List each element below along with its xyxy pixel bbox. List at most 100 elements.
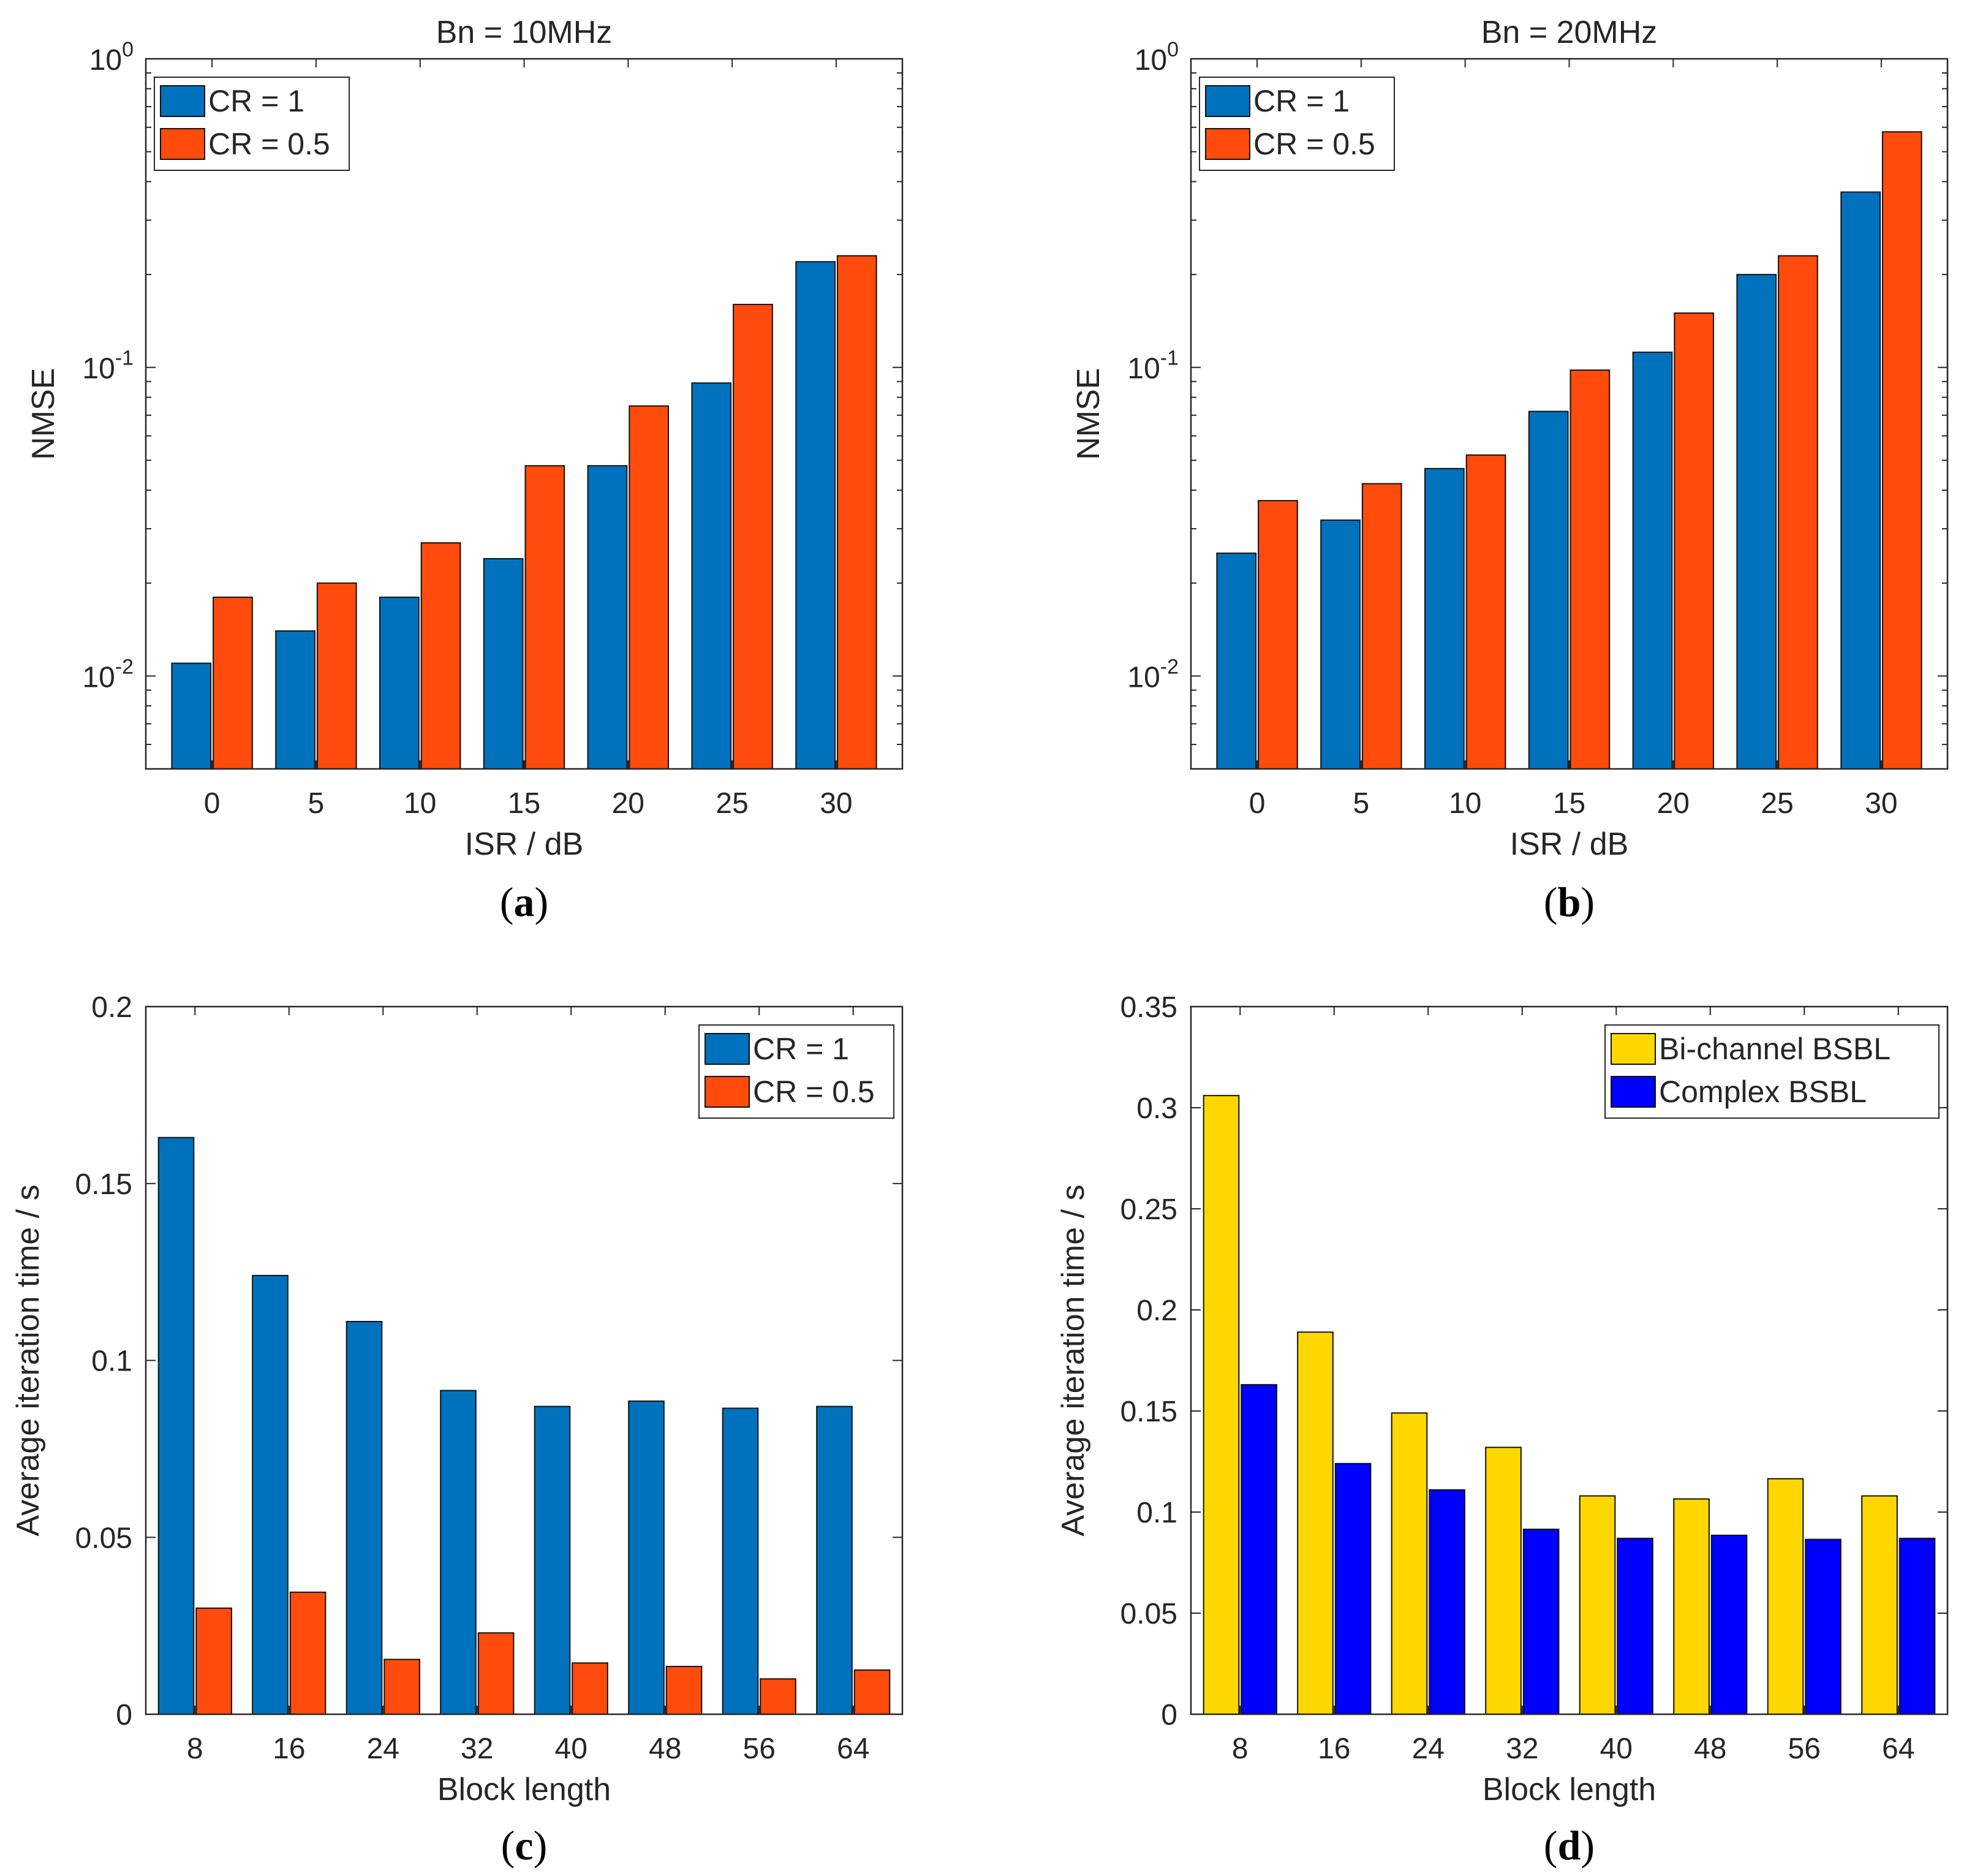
bar-b-s0-15 [1528, 410, 1569, 770]
bar-a-s1-20 [629, 405, 670, 770]
y-axis-label: Average iteration time / s [10, 1184, 46, 1536]
y-tick-label: 10-1 [1127, 347, 1179, 385]
legend-swatch [1205, 128, 1250, 160]
bar-d-s0-16 [1297, 1331, 1334, 1715]
x-tick-label: 5 [1353, 787, 1370, 820]
bar-b-s1-25 [1778, 255, 1818, 770]
x-tick-label: 24 [367, 1733, 399, 1765]
legend-swatch [1205, 85, 1250, 117]
y-axis-label: NMSE [1071, 368, 1106, 460]
y-tick-label: 0.3 [1136, 1092, 1177, 1125]
chart-d: 8 16 24 32 40 48 56 64 0 0.05 0.1 0.15 0.2 0.25 0.3 0.3… [1056, 991, 1949, 1869]
bar-b-s0-5 [1320, 519, 1361, 770]
x-tick-label: 8 [187, 1733, 203, 1765]
plot-area [146, 59, 902, 769]
bar-d-s1-8 [1241, 1384, 1277, 1715]
x-tick-label: 10 [404, 787, 436, 820]
x-tick-label: 56 [743, 1733, 776, 1765]
y-tick-label: 100 [1135, 38, 1179, 77]
bar-c-s1-8 [195, 1607, 232, 1715]
bar-c-s1-48 [665, 1666, 703, 1715]
bar-c-s1-56 [760, 1678, 796, 1715]
plot-area [1191, 59, 1947, 769]
x-tick-label: 40 [1600, 1733, 1633, 1765]
x-tick-label: 64 [1882, 1733, 1914, 1765]
bar-d-s0-40 [1579, 1495, 1616, 1715]
bar-a-s1-30 [836, 255, 877, 770]
y-tick-label: 0.2 [1136, 1295, 1177, 1327]
bar-c-s1-24 [383, 1659, 420, 1715]
y-axis-label: NMSE [26, 368, 61, 460]
legend-swatch [160, 85, 205, 117]
x-tick-label: 8 [1232, 1733, 1249, 1765]
bar-c-s0-32 [440, 1390, 477, 1715]
legend: CR = 1 CR = 0.5 [698, 1024, 894, 1119]
bar-b-s1-0 [1258, 500, 1298, 770]
bar-c-s0-16 [252, 1274, 289, 1715]
x-tick-label: 10 [1449, 787, 1481, 820]
x-tick-label: 0 [1249, 787, 1266, 820]
bar-b-s0-0 [1216, 552, 1257, 770]
legend-box [1604, 1024, 1940, 1119]
y-tick-label: 10-2 [82, 655, 134, 694]
panel-caption: (b) [1544, 879, 1595, 925]
y-tick-label: 0.1 [1136, 1497, 1177, 1529]
legend-label: CR = 1 [1253, 84, 1350, 118]
legend-label: Complex BSBL [1659, 1075, 1867, 1109]
bar-a-s1-25 [733, 303, 773, 770]
bar-a-s1-15 [524, 465, 565, 770]
x-tick-label: 24 [1412, 1733, 1445, 1765]
bar-d-s0-8 [1203, 1095, 1240, 1715]
x-axis-label: Block length [437, 1772, 611, 1807]
bar-b-s1-10 [1465, 454, 1506, 770]
x-tick-label: 64 [837, 1733, 869, 1765]
bar-a-s1-10 [420, 542, 461, 770]
y-tick-label: 0.2 [91, 991, 132, 1024]
legend-swatch [1611, 1076, 1656, 1108]
panel-caption-letter: b [1558, 879, 1581, 925]
legend: CR = 1 CR = 0.5 [1199, 77, 1395, 171]
bar-b-s1-5 [1361, 483, 1402, 770]
y-tick-label: 0.05 [75, 1522, 132, 1554]
y-tick-label: 0.25 [1120, 1193, 1177, 1226]
bar-c-s0-64 [816, 1405, 853, 1715]
legend-label: CR = 0.5 [1253, 127, 1375, 161]
panel-caption-letter: d [1558, 1822, 1581, 1869]
bar-b-s1-15 [1570, 369, 1611, 770]
legend-label: Bi-channel BSBL [1659, 1032, 1891, 1066]
bar-d-s1-48 [1710, 1534, 1748, 1715]
bar-d-s1-32 [1522, 1529, 1560, 1715]
chart-a: 0 5 10 15 20 25 30 10-2 10-1 100 Bn = 10MHz ISR / d… [26, 15, 904, 925]
x-tick-label: 40 [555, 1733, 587, 1765]
y-tick-label: 100 [89, 38, 134, 77]
bar-d-s1-64 [1898, 1537, 1936, 1715]
x-tick-label: 15 [1553, 787, 1585, 820]
y-tick-label: 0 [116, 1699, 132, 1731]
x-tick-label: 16 [273, 1733, 305, 1765]
chart-title: Bn = 20MHz [1481, 15, 1658, 50]
x-tick-label: 32 [461, 1733, 493, 1765]
x-tick-label: 48 [649, 1733, 681, 1765]
x-axis-label: Block length [1483, 1772, 1656, 1807]
bar-a-s0-10 [379, 596, 420, 770]
bar-a-s0-30 [795, 261, 836, 770]
chart-b: 0 5 10 15 20 25 30 10-2 10-1 100 Bn = 20MHz ISR / d… [1071, 15, 1949, 925]
y-tick-label: 0 [1161, 1699, 1177, 1731]
bar-d-s0-32 [1485, 1447, 1522, 1715]
axes-frame [1190, 1005, 1949, 1715]
bar-c-s1-40 [572, 1662, 608, 1715]
panel-caption-letter: c [515, 1822, 533, 1869]
bar-c-s0-40 [534, 1405, 571, 1715]
legend-label: CR = 0.5 [753, 1075, 875, 1109]
x-tick-label: 48 [1694, 1733, 1726, 1765]
legend: Bi-channel BSBL Complex BSBL [1604, 1024, 1940, 1119]
x-tick-label: 30 [1865, 787, 1897, 820]
x-tick-label: 20 [1657, 787, 1690, 820]
x-axis-label: ISR / dB [1510, 826, 1629, 862]
x-tick-label: 25 [1761, 787, 1793, 820]
x-tick-label: 20 [612, 787, 644, 820]
bar-d-s0-64 [1861, 1495, 1898, 1715]
bar-c-s0-48 [628, 1400, 665, 1715]
x-axis-label: ISR / dB [465, 826, 584, 862]
